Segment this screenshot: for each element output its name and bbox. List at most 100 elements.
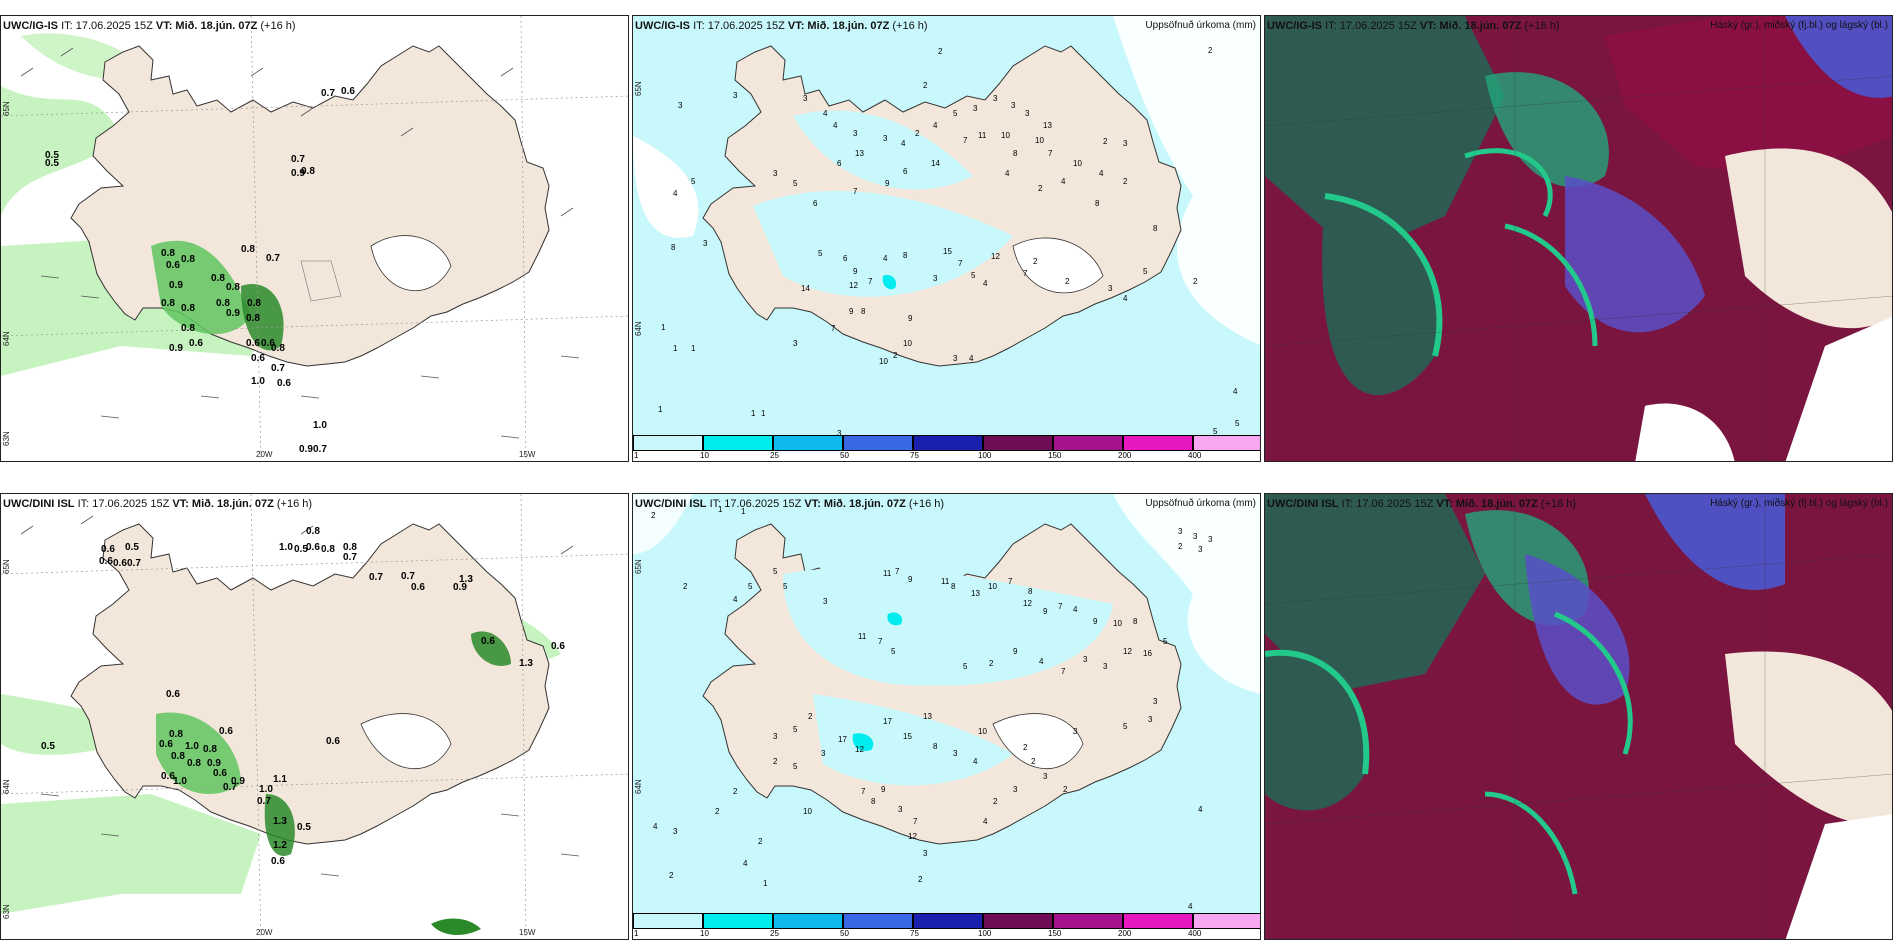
precip-label: 4 xyxy=(653,822,658,831)
precip-label: 1 xyxy=(658,405,663,414)
wind-map: 0.8 0.6 0.5 0.6 0.6 0.7 1.0 0.5 0.6 0.8 … xyxy=(1,494,628,939)
precip-label: 15 xyxy=(943,247,952,256)
precip-heading: Uppsöfnuð úrkoma (mm) xyxy=(1145,498,1256,509)
precip-label: 5 xyxy=(953,109,958,118)
precip-label: 4 xyxy=(1233,387,1238,396)
colorbar-swatch xyxy=(1123,913,1193,929)
precip-label: 3 xyxy=(853,129,858,138)
wind-label: 0.9 xyxy=(453,582,467,593)
precip-label: 3 xyxy=(1083,655,1088,664)
precip-label: 4 xyxy=(833,121,838,130)
precip-label: 8 xyxy=(1028,587,1033,596)
lon-label: 15W xyxy=(519,450,536,459)
colorbar-tick: 150 xyxy=(1048,929,1062,938)
precip-label: 11 xyxy=(858,632,867,641)
precip-label: 13 xyxy=(1043,121,1052,130)
colorbar-tick: 1 xyxy=(634,451,639,460)
colorbar-swatch xyxy=(703,913,773,929)
wind-panel-dini: 0.8 0.6 0.5 0.6 0.6 0.7 1.0 0.5 0.6 0.8 … xyxy=(0,493,629,940)
precip-label: 5 xyxy=(793,762,798,771)
wind-map: 0.7 0.6 0.5 0.9 0.7 0.5 0.8 0.8 0.8 0.6 … xyxy=(1,16,628,461)
wind-labels: 0.8 0.6 0.5 0.6 0.6 0.7 1.0 0.5 0.6 0.8 … xyxy=(41,526,565,867)
wind-label: 0.8 xyxy=(306,526,320,537)
precip-labels: 2 1 1 2 3 3 3 2 3 4 5 5 5 3 11 7 9 11 8 … xyxy=(651,505,1213,911)
precip-map: 2 2 3 3 2 3 4 4 3 3 4 2 4 5 3 3 3 3 5 4 … xyxy=(633,16,1260,438)
precip-label: 2 xyxy=(683,582,688,591)
lat-label: 64N xyxy=(634,321,643,336)
precip-label: 3 xyxy=(1108,284,1113,293)
precip-label: 5 xyxy=(793,179,798,188)
wind-label: 0.9 xyxy=(207,758,221,769)
colorbar-tick: 75 xyxy=(910,929,919,938)
precip-label: 10 xyxy=(1035,136,1044,145)
precip-label: 7 xyxy=(853,187,858,196)
precip-label: 2 xyxy=(1208,46,1213,55)
precip-label: 11 xyxy=(941,577,950,586)
wind-label: 0.9 xyxy=(299,444,313,455)
precip-label: 3 xyxy=(1153,697,1158,706)
precip-label: 2 xyxy=(733,787,738,796)
wind-label: 0.6 xyxy=(113,558,127,569)
precip-label: 13 xyxy=(971,589,980,598)
wind-label: 1.0 xyxy=(313,420,327,431)
precip-label: 1 xyxy=(691,344,696,353)
wind-label: 0.8 xyxy=(181,254,195,265)
wind-label: 0.7 xyxy=(271,363,285,374)
wind-label: 0.8 xyxy=(241,244,255,255)
precip-label: 3 xyxy=(898,805,903,814)
wind-label: 1.0 xyxy=(173,776,187,787)
wind-label: 0.8 xyxy=(321,544,335,555)
precip-label: 5 xyxy=(963,662,968,671)
wind-label: 0.7 xyxy=(257,796,271,807)
precip-label: 5 xyxy=(1143,267,1148,276)
precip-label: 3 xyxy=(1043,772,1048,781)
wind-label: 0.8 xyxy=(161,298,175,309)
precip-heading: Uppsöfnuð úrkoma (mm) xyxy=(1145,20,1256,31)
precip-label: 3 xyxy=(823,597,828,606)
precip-label: 6 xyxy=(813,199,818,208)
precip-label: 2 xyxy=(1023,743,1028,752)
cloud-heading: Háský (gr.), miðský (fj.bl.) og lágský (… xyxy=(1710,20,1888,31)
precip-label: 17 xyxy=(838,735,847,744)
precip-label: 12 xyxy=(1123,647,1132,656)
precip-label: 1 xyxy=(751,409,756,418)
precip-label: 7 xyxy=(963,136,968,145)
precip-label: 5 xyxy=(1213,427,1218,436)
precip-label: 2 xyxy=(1063,785,1068,794)
precip-label: 8 xyxy=(1153,224,1158,233)
precip-label: 3 xyxy=(1073,727,1078,736)
wind-label: 0.7 xyxy=(266,253,280,264)
precip-label: 12 xyxy=(1023,599,1032,608)
precip-label: 10 xyxy=(1073,159,1082,168)
precip-label: 2 xyxy=(989,659,994,668)
precip-label: 4 xyxy=(1099,169,1104,178)
precip-label: 9 xyxy=(849,307,854,316)
wind-label: 0.6 xyxy=(101,544,115,555)
panel-title: UWC/IG-IS IT: 17.06.2025 15Z VT: Mið. 18… xyxy=(1267,20,1560,32)
lat-label: 64N xyxy=(2,331,11,346)
precip-label: 4 xyxy=(969,354,974,363)
precip-label: 3 xyxy=(837,429,842,438)
panel-title: UWC/DINI ISL IT: 17.06.2025 15Z VT: Mið.… xyxy=(1267,498,1577,510)
precip-label: 9 xyxy=(908,575,913,584)
precip-label: 5 xyxy=(1163,637,1168,646)
lon-label: 15W xyxy=(519,928,536,937)
precip-label: 4 xyxy=(983,279,988,288)
wind-label: 0.7 xyxy=(343,552,357,563)
wind-label: 0.8 xyxy=(246,313,260,324)
wind-label: 0.7 xyxy=(313,444,327,455)
precip-label: 4 xyxy=(1073,605,1078,614)
precip-label: 10 xyxy=(903,339,912,348)
precip-label: 3 xyxy=(1025,109,1030,118)
precip-label: 5 xyxy=(783,582,788,591)
precip-label: 3 xyxy=(933,274,938,283)
lat-label: 64N xyxy=(2,779,11,794)
precip-label: 1 xyxy=(761,409,766,418)
colorbar-tick: 100 xyxy=(978,451,992,460)
wind-label: 0.7 xyxy=(321,88,335,99)
colorbar-swatch xyxy=(913,913,983,929)
colorbar-tick: 200 xyxy=(1118,451,1132,460)
precip-label: 4 xyxy=(1198,805,1203,814)
wind-label: 0.8 xyxy=(271,343,285,354)
wind-label: 0.9 xyxy=(226,308,240,319)
